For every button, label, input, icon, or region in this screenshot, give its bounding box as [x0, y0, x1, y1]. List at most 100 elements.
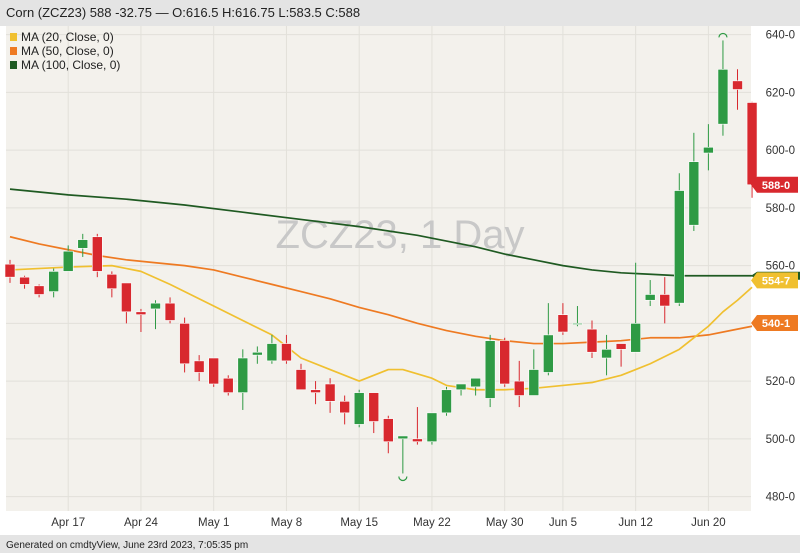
candle	[208, 357, 219, 387]
candle-body	[543, 334, 554, 373]
candle	[222, 375, 234, 396]
candle-body	[33, 285, 45, 295]
candle-body	[615, 343, 627, 350]
candle-body	[353, 392, 365, 425]
high-marker	[718, 32, 728, 38]
x-axis-area	[6, 511, 751, 533]
candle	[48, 268, 59, 298]
candle	[106, 271, 118, 298]
x-tick-label: Jun 5	[549, 517, 577, 529]
candle-body	[368, 392, 380, 422]
price-badge-label: 588-0	[762, 180, 790, 192]
price-badge-label: 540-1	[762, 318, 790, 330]
y-tick-label: 580-0	[766, 203, 795, 215]
candle	[324, 378, 336, 413]
candle-body	[339, 400, 350, 414]
y-tick-label: 480-0	[766, 492, 795, 504]
candle-body	[746, 102, 758, 186]
candle	[688, 132, 700, 231]
candle	[353, 389, 365, 428]
candle	[455, 383, 467, 396]
price-badges: 588-0 554-7 540-1	[751, 176, 800, 331]
candle	[121, 282, 132, 324]
chart-title: Corn (ZCZ23) 588 -32.75 — O:616.5 H:616.…	[6, 5, 360, 20]
candle-body	[513, 380, 525, 396]
candle	[368, 392, 380, 434]
candle-body	[528, 369, 540, 396]
legend-swatch-ma100	[10, 61, 17, 69]
candle-body	[673, 190, 685, 304]
candle-body	[150, 302, 161, 310]
candle	[499, 337, 511, 387]
x-tick-label: Jun 20	[691, 517, 726, 529]
x-tick-label: May 22	[413, 517, 451, 529]
y-tick-label: 620-0	[766, 87, 795, 99]
x-axis-ticks: Apr 17 Apr 24 May 1 May 8 May 15 May 22 May 30…	[51, 517, 725, 529]
price-badge-label: 554-7	[762, 275, 790, 287]
candle-body	[601, 349, 612, 359]
candle-body	[281, 343, 292, 362]
candle-body	[77, 239, 89, 249]
candle	[164, 297, 176, 324]
candle-body	[586, 328, 598, 353]
candle-body	[732, 80, 743, 90]
price-badge-shape	[751, 176, 798, 193]
legend-ma100: MA (100, Close, 0)	[21, 58, 120, 72]
x-tick-label: May 30	[486, 517, 524, 529]
grid-lines	[6, 26, 751, 511]
candle	[426, 412, 438, 445]
candle	[659, 277, 671, 324]
candlesticks	[4, 40, 758, 474]
y-tick-label: 500-0	[766, 434, 795, 446]
legend-swatch-ma50	[10, 47, 17, 55]
watermark: ZCZ23, 1 Day	[276, 213, 525, 257]
price-badge: 554-7	[751, 272, 798, 289]
candle-body	[266, 343, 278, 362]
candle-body	[659, 294, 671, 307]
candle-body	[644, 294, 656, 301]
candle	[703, 124, 714, 171]
candle-body	[484, 340, 496, 399]
x-tick-label: Jun 12	[618, 517, 653, 529]
ma20-line	[9, 264, 753, 391]
candle	[644, 280, 656, 307]
candle	[92, 233, 103, 278]
candle	[397, 435, 409, 474]
y-tick-label: 600-0	[766, 145, 795, 157]
footer-text: Generated on cmdtyView, June 23rd 2023, …	[6, 540, 248, 551]
candle	[717, 40, 729, 136]
candle-body	[688, 161, 700, 226]
candle-body	[441, 389, 452, 414]
candle-body	[106, 273, 118, 290]
x-tick-label: Apr 17	[51, 517, 85, 529]
candle	[339, 395, 350, 425]
legend-ma20: MA (20, Close, 0)	[21, 30, 114, 44]
y-tick-label: 560-0	[766, 261, 795, 273]
y-tick-label: 640-0	[766, 30, 795, 42]
candle	[77, 233, 89, 257]
candle	[673, 173, 685, 307]
candle	[615, 343, 627, 367]
candle-body	[252, 351, 263, 356]
candle-body	[62, 250, 74, 272]
candle-body	[717, 69, 729, 125]
candle	[543, 303, 554, 376]
candle-body	[324, 383, 336, 402]
candle-body	[92, 236, 103, 272]
candle	[484, 334, 496, 408]
candle	[281, 334, 292, 364]
candle	[62, 245, 74, 272]
candle-body	[208, 357, 219, 385]
candle	[382, 415, 394, 454]
candle-body	[237, 357, 249, 393]
candle	[586, 320, 598, 358]
header-bar	[0, 0, 800, 26]
candle-body	[179, 323, 190, 365]
candle	[4, 259, 16, 283]
candle-body	[426, 412, 438, 443]
candle-body	[572, 323, 583, 325]
candle	[135, 308, 147, 333]
candle-body	[455, 383, 467, 391]
candle-body	[193, 360, 205, 373]
